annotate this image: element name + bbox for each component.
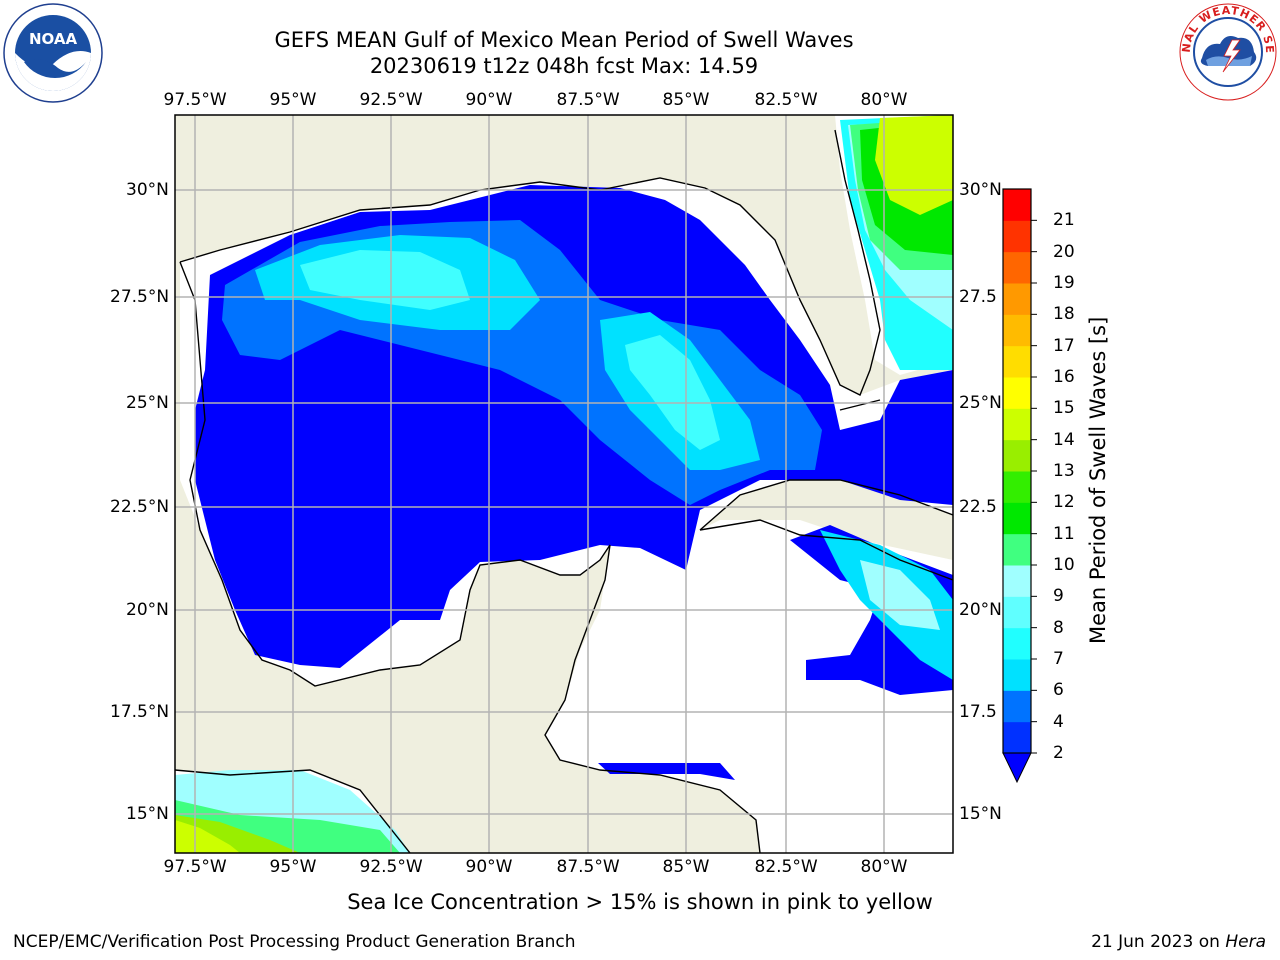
colorbar-tick-label: 17 <box>1053 335 1075 356</box>
colorbar-segment <box>1003 721 1031 754</box>
colorbar-tick-label: 15 <box>1053 398 1075 419</box>
footer-host: Hera <box>1225 932 1266 952</box>
nws-logo-icon: NATIONAL WEATHER SERVICE <box>1176 0 1277 101</box>
colorbar-segment <box>1003 502 1031 535</box>
coast-florida-keys <box>839 399 881 411</box>
footer-credit: NCEP/EMC/Verification Post Processing Pr… <box>13 932 576 952</box>
lon-label-bottom: 87.5°W <box>556 857 620 877</box>
colorbar-label: Mean Period of Swell Waves [s] <box>1086 316 1110 644</box>
colorbar-tick-label: 4 <box>1053 711 1064 732</box>
colorbar-tick-label: 19 <box>1053 273 1075 293</box>
colorbar <box>1002 188 1037 784</box>
colorbar-segment <box>1003 439 1031 472</box>
colorbar-segment <box>1003 220 1031 253</box>
lon-label-bottom: 85°W <box>662 857 710 877</box>
colorbar-segment <box>1003 627 1031 660</box>
colorbar-tick-label: 6 <box>1053 680 1064 701</box>
lat-label-left: 27.5°N <box>110 287 170 307</box>
swell-contour-honduras <box>598 763 735 780</box>
swell-contour-6s <box>300 250 470 310</box>
lon-label-top: 85°W <box>662 90 710 110</box>
lon-label-top: 97.5°W <box>163 90 227 110</box>
noaa-logo-icon: NOAA <box>3 3 103 103</box>
lat-label-left: 30°N <box>126 180 169 200</box>
colorbar-tick-label: 18 <box>1053 304 1075 325</box>
colorbar-tick-label: 21 <box>1053 210 1075 231</box>
lat-label-left: 15°N <box>126 804 169 824</box>
lat-label-right: 22.5 <box>959 497 997 517</box>
lon-label-top: 80°W <box>860 90 908 110</box>
map-gridlines <box>175 115 953 853</box>
colorbar-segment <box>1003 596 1031 629</box>
coast-cuba <box>699 479 953 531</box>
footer-date: 21 Jun 2023 on Hera <box>1091 932 1266 952</box>
lon-label-top: 95°W <box>269 90 317 110</box>
noaa-logo-text: NOAA <box>29 30 78 48</box>
lon-label-bottom: 82.5°W <box>754 857 818 877</box>
lat-label-right: 25°N <box>959 393 1002 413</box>
colorbar-tick-label: 9 <box>1053 586 1064 607</box>
lon-label-bottom: 95°W <box>269 857 317 877</box>
map-frame <box>174 114 954 854</box>
colorbar-segment <box>1003 565 1031 597</box>
colorbar-tick-label: 20 <box>1053 241 1075 262</box>
colorbar-tick-label: 12 <box>1053 492 1075 513</box>
colorbar-tick-label: 13 <box>1053 461 1075 481</box>
colorbar-tick-label: 14 <box>1053 429 1075 450</box>
lon-label-bottom: 92.5°W <box>359 857 423 877</box>
lon-label-top: 82.5°W <box>754 90 818 110</box>
colorbar-tick-label: 10 <box>1053 555 1075 575</box>
colorbar-segment <box>1003 314 1031 347</box>
lon-label-bottom: 97.5°W <box>163 857 227 877</box>
colorbar-segment <box>1003 408 1031 441</box>
coast-pacific <box>175 769 411 853</box>
lon-label-top: 90°W <box>465 90 513 110</box>
colorbar-segment <box>1003 690 1031 723</box>
swell-contour-carib-c <box>860 560 940 630</box>
lat-label-right: 15°N <box>959 804 1002 824</box>
colorbar-segment <box>1003 659 1031 691</box>
lat-label-right: 27.5 <box>959 287 997 307</box>
lat-label-right: 30°N <box>959 180 1002 200</box>
lat-label-left: 17.5°N <box>110 702 170 722</box>
swell-contour-pacific-d <box>175 820 240 853</box>
coastlines <box>175 129 953 853</box>
colorbar-segment <box>1003 345 1031 378</box>
coast-us-mexico <box>179 129 881 396</box>
sea-ice-note: Sea Ice Concentration > 15% is shown in … <box>347 890 933 914</box>
lon-label-bottom: 80°W <box>860 857 908 877</box>
chart-title: GEFS MEAN Gulf of Mexico Mean Period of … <box>274 28 854 52</box>
colorbar-tick-label: 16 <box>1053 367 1075 387</box>
coast-cuba-south <box>699 519 953 581</box>
lon-label-top: 92.5°W <box>359 90 423 110</box>
colorbar-tick-label: 8 <box>1053 617 1064 638</box>
lat-label-left: 22.5°N <box>110 497 170 517</box>
colorbar-segment <box>1003 533 1031 566</box>
colorbar-segment <box>1003 251 1031 284</box>
lat-label-left: 20°N <box>126 600 169 620</box>
chart-subtitle: 20230619 t12z 048h fcst Max: 14.59 <box>369 54 759 78</box>
colorbar-extend-triangle <box>1002 752 1032 784</box>
lon-label-bottom: 90°W <box>465 857 513 877</box>
colorbar-segment <box>1003 283 1031 315</box>
lat-label-right: 17.5 <box>959 702 997 722</box>
swell-contour-6s-b <box>625 335 720 450</box>
footer-date-text: 21 Jun 2023 on <box>1091 932 1226 952</box>
colorbar-segment <box>1003 377 1031 409</box>
coast-yucatan-east <box>544 544 761 853</box>
colorbar-tick-label: 7 <box>1053 649 1064 669</box>
colorbar-segment <box>1003 189 1031 221</box>
lat-label-left: 25°N <box>126 393 169 413</box>
lat-label-right: 20°N <box>959 600 1002 620</box>
colorbar-tick-label: 2 <box>1053 743 1064 763</box>
lon-label-top: 87.5°W <box>556 90 620 110</box>
colorbar-segment <box>1003 471 1031 503</box>
colorbar-tick-label: 11 <box>1053 523 1075 544</box>
coast-mexico-west <box>179 261 611 687</box>
